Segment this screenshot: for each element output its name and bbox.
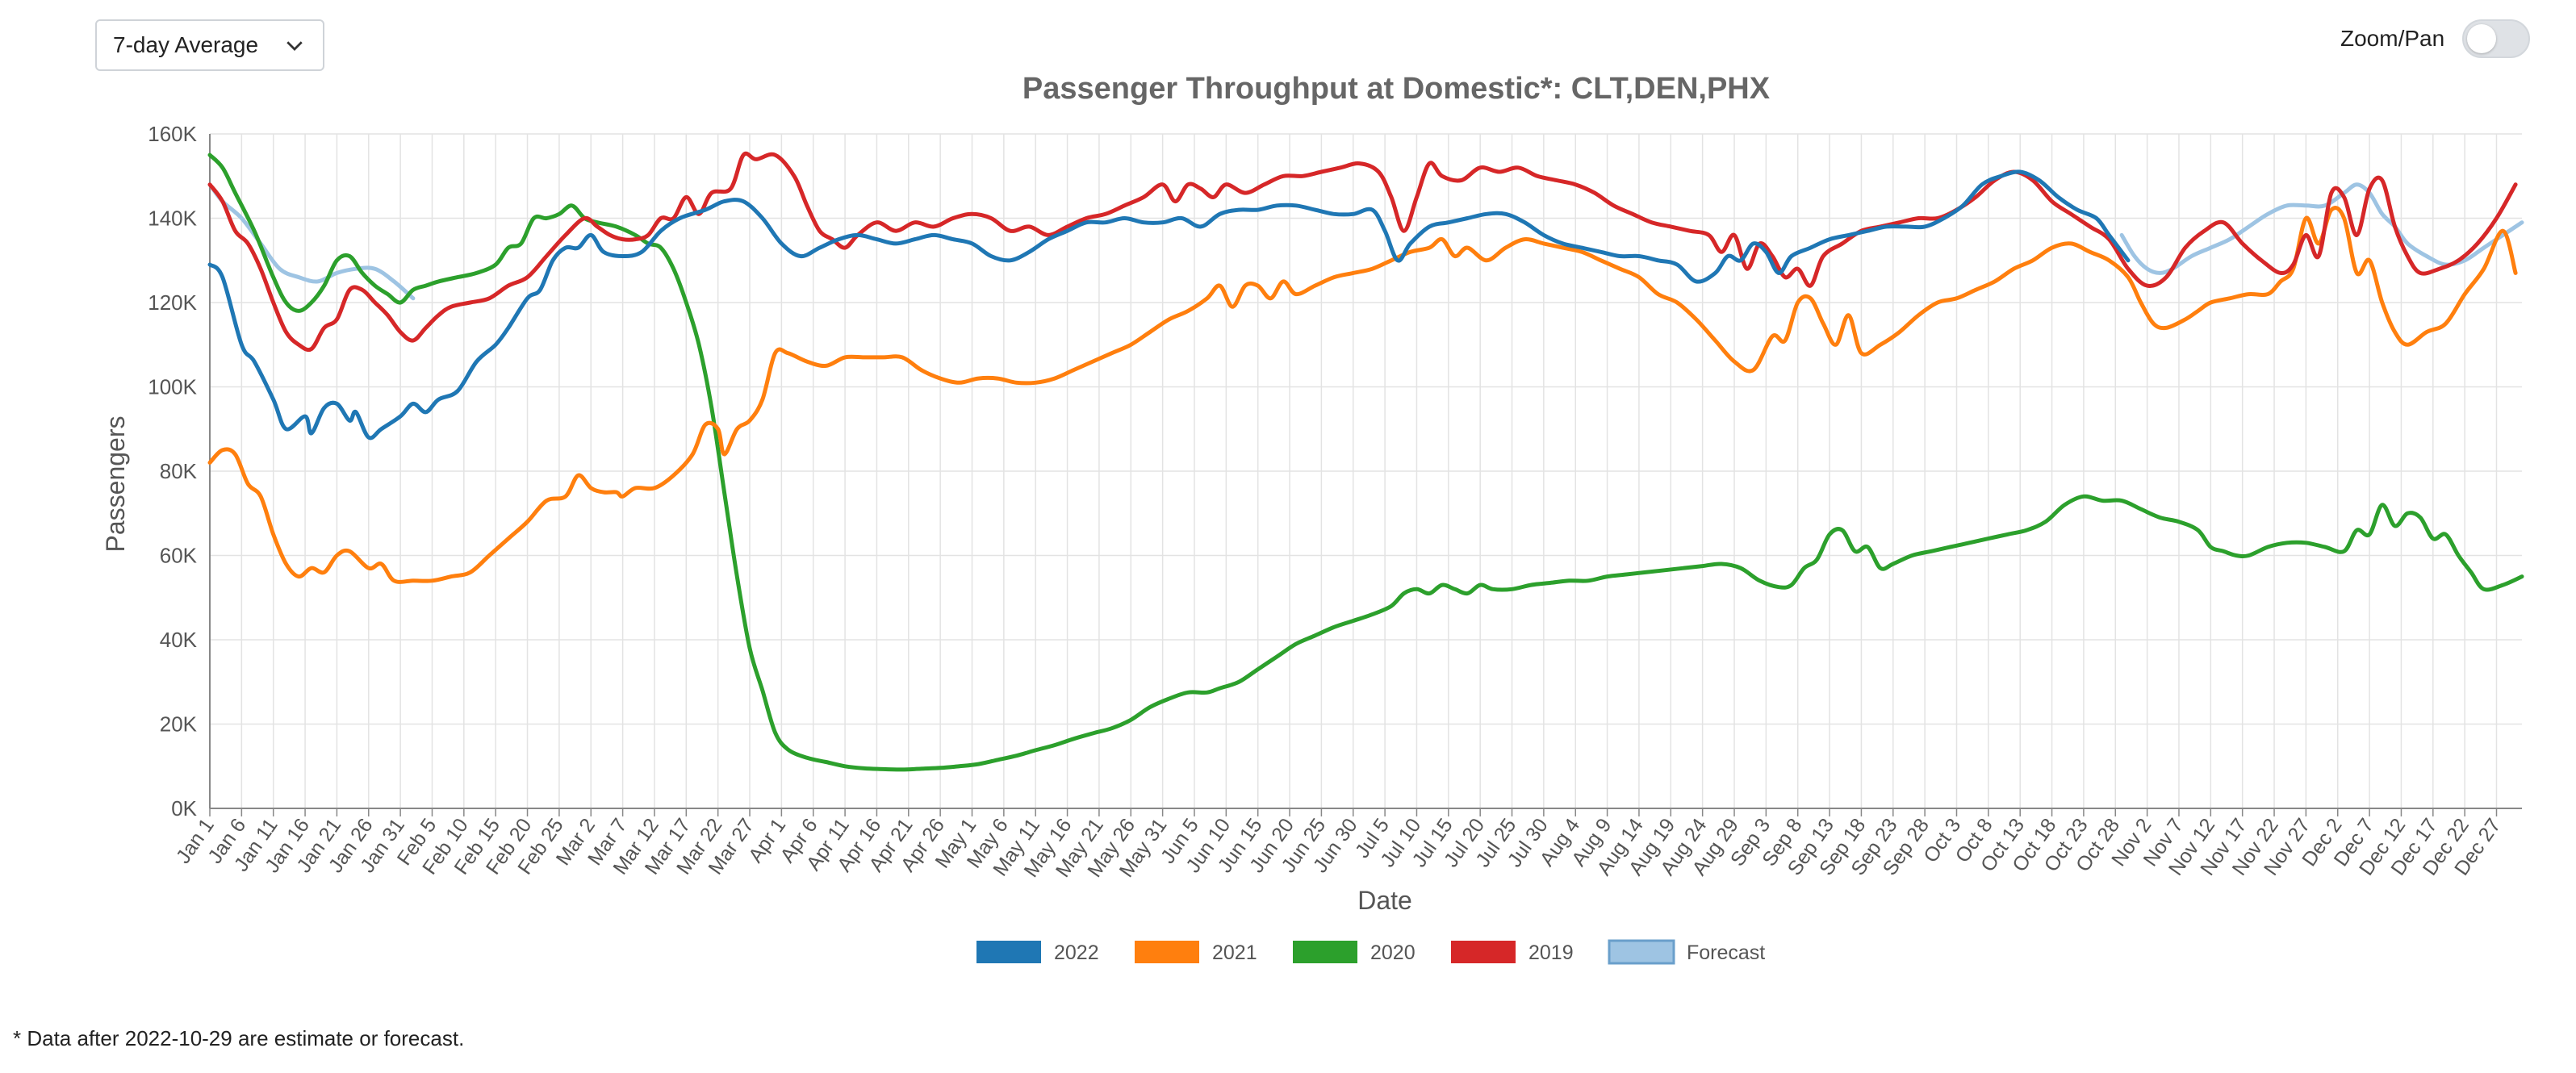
legend-swatch [1608, 939, 1675, 965]
series-line-2019 [207, 151, 2518, 353]
y-tick-label: 60K [160, 544, 198, 568]
chevron-down-icon [286, 41, 303, 51]
legend-label: 2022 [1054, 941, 1099, 964]
legend-swatch [1451, 941, 1516, 963]
y-tick-label: 40K [160, 628, 198, 652]
y-tick-label: 20K [160, 712, 198, 737]
y-tick-label: 80K [160, 459, 198, 483]
legend-label: 2019 [1528, 941, 1574, 964]
y-tick-label: 160K [148, 122, 197, 146]
aggregation-select-value: 7-day Average [113, 32, 259, 57]
legend-label: 2020 [1370, 941, 1416, 964]
legend-swatch [1135, 941, 1199, 963]
series-line-2022 [207, 169, 2131, 440]
chart-grid [209, 133, 2522, 809]
zoom-pan-label: Zoom/Pan [2340, 26, 2445, 51]
series-line-2021 [207, 206, 2518, 584]
legend-swatch [976, 941, 1041, 963]
plot-area [207, 151, 2524, 772]
legend-label: Forecast [1687, 941, 1765, 964]
zoom-pan-control: Zoom/Pan [2340, 19, 2531, 58]
y-tick-label: 0K [171, 796, 197, 820]
chart-legend: 2022 2021 2020 2019 Forecast [976, 939, 1765, 965]
footnote: * Data after 2022-10-29 are estimate or … [13, 1026, 465, 1050]
legend-item-2022[interactable]: 2022 [976, 941, 1099, 964]
aggregation-select[interactable]: 7-day Average [95, 19, 324, 71]
x-axis-label: Date [1357, 886, 1412, 915]
chart-title: Passenger Throughput at Domestic*: CLT,D… [1022, 72, 1771, 106]
legend-item-2019[interactable]: 2019 [1451, 941, 1574, 964]
legend-item-2020[interactable]: 2020 [1293, 941, 1416, 964]
y-axis: 0K 20K 40K 60K 80K 100K 120K 140K 160K [148, 122, 211, 820]
series-line-2020 [207, 152, 2524, 772]
legend-label: 2021 [1212, 941, 1257, 964]
toggle-knob [2467, 24, 2497, 53]
y-tick-label: 100K [148, 375, 197, 399]
passenger-throughput-chart: Passenger Throughput at Domestic*: CLT,D… [101, 72, 2524, 965]
y-axis-label: Passengers [101, 416, 130, 553]
y-tick-label: 140K [148, 207, 197, 231]
y-tick-label: 120K [148, 290, 197, 315]
legend-item-2021[interactable]: 2021 [1135, 941, 1257, 964]
series-line-forecast [207, 182, 2524, 301]
legend-item-forecast[interactable]: Forecast [1608, 939, 1765, 965]
zoom-pan-toggle[interactable] [2462, 19, 2531, 58]
legend-swatch [1293, 941, 1357, 963]
